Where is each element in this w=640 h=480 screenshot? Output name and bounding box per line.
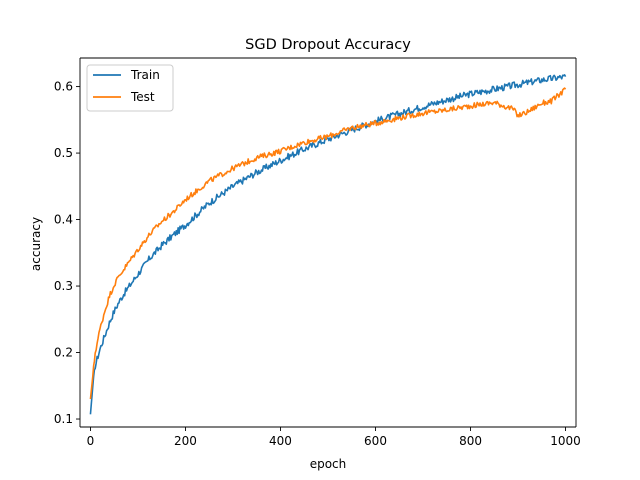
y-tick-label: 0.4 bbox=[54, 213, 73, 227]
x-tick-label: 400 bbox=[269, 434, 292, 448]
x-axis-title: epoch bbox=[310, 457, 347, 471]
ticks: 0 200 400 600 800 1000 0.1 0.2 0.3 0.4 0.5 0.6 bbox=[54, 80, 581, 448]
axes bbox=[79, 57, 577, 428]
x-tick-label: 200 bbox=[174, 434, 197, 448]
y-axis-title: accuracy bbox=[29, 217, 43, 271]
chart-title: SGD Dropout Accuracy bbox=[245, 37, 411, 53]
y-tick-label: 0.3 bbox=[54, 279, 73, 293]
x-tick-label: 800 bbox=[459, 434, 482, 448]
x-tick-label: 1000 bbox=[550, 434, 581, 448]
y-tick-label: 0.2 bbox=[54, 346, 73, 360]
y-tick-label: 0.6 bbox=[54, 80, 73, 94]
series-line-test bbox=[89, 87, 567, 400]
plot-lines bbox=[89, 74, 567, 415]
legend-label-train: Train bbox=[130, 68, 160, 82]
y-tick-label: 0.5 bbox=[54, 146, 73, 160]
legend-label-test: Test bbox=[130, 90, 155, 104]
y-tick-label: 0.1 bbox=[54, 412, 73, 426]
legend: Train Test bbox=[86, 64, 174, 112]
x-tick-label: 0 bbox=[87, 434, 95, 448]
legend-box bbox=[86, 64, 174, 112]
x-tick-label: 600 bbox=[364, 434, 387, 448]
